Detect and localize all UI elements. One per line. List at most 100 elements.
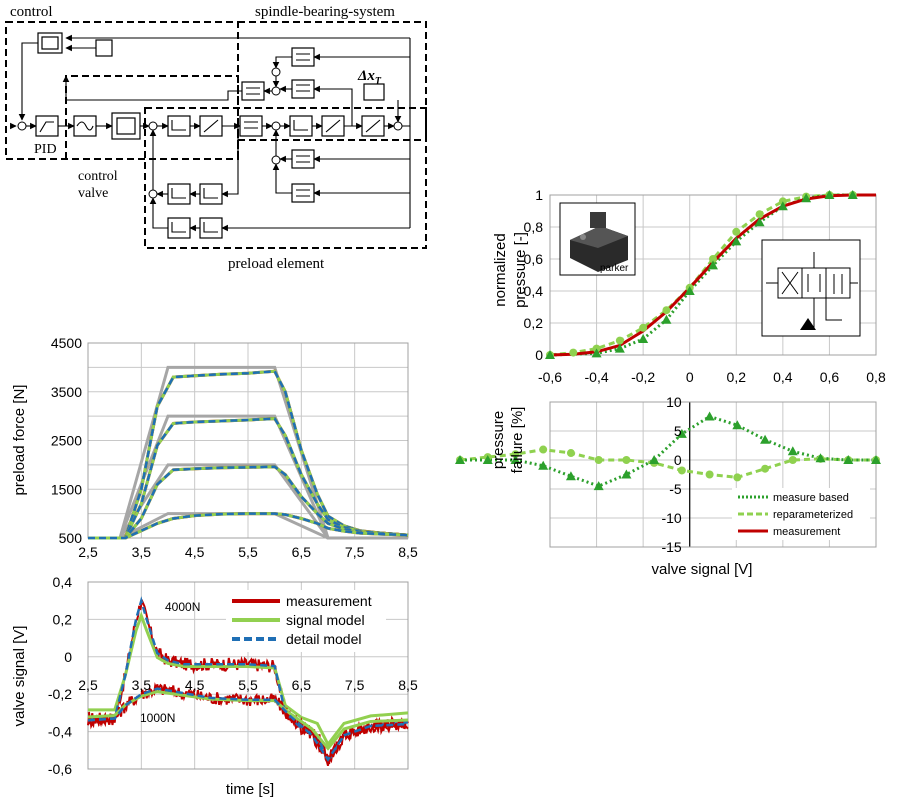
pressure-reparameterized-point bbox=[732, 227, 741, 236]
pressure-measure-based-point bbox=[591, 348, 602, 358]
preload-element-region bbox=[144, 107, 427, 249]
pressure-measure-based-point bbox=[731, 236, 742, 246]
preload-ytick-1: 1500 bbox=[51, 481, 82, 497]
legend-measure-based: measure based bbox=[773, 492, 849, 504]
pressure-reparameterized-point bbox=[662, 306, 671, 315]
pressure-xtick-0: -0,6 bbox=[538, 369, 562, 385]
failure-measure-based-point bbox=[704, 411, 715, 421]
failure-measure-based-point bbox=[843, 455, 854, 464]
annotation-4000n: 4000N bbox=[165, 600, 200, 614]
failure-ytick-0: 10 bbox=[666, 394, 682, 410]
valve-detail-model-1000n bbox=[87, 687, 409, 762]
label-control: control bbox=[10, 4, 53, 20]
failure-reparameterized-point bbox=[788, 456, 797, 464]
failure-measure-based-point bbox=[593, 481, 604, 491]
failure-reparameterized-line bbox=[459, 448, 876, 479]
pressure-xtick-6: 0,6 bbox=[820, 369, 840, 385]
valve-ytick-2: 0 bbox=[64, 649, 72, 665]
failure-measure-based-point bbox=[482, 455, 493, 464]
valve-symbol bbox=[761, 239, 861, 337]
pressure-reparameterized-point bbox=[639, 323, 648, 332]
pressure-ytick-1: 0,2 bbox=[524, 315, 544, 331]
failure-ytick-4: -10 bbox=[661, 510, 681, 526]
failure-measure-based-point bbox=[760, 434, 771, 444]
failure-reparameterized-point bbox=[594, 456, 603, 464]
valve-legend: measurement signal model detail model bbox=[226, 590, 386, 652]
failure-reparameterized-point bbox=[566, 449, 575, 458]
pressure-xtick-2: -0,2 bbox=[631, 369, 655, 385]
control-valve-region bbox=[65, 75, 239, 159]
pressure-ytick-0: 0 bbox=[535, 347, 543, 363]
pressure-ytick-2: 0,4 bbox=[524, 283, 544, 299]
valve-signal-model-4000n bbox=[88, 611, 409, 748]
failure-measure-based-point bbox=[510, 455, 521, 464]
pressure-xtick-3: 0 bbox=[686, 369, 694, 385]
preload-xtick-4: 6,5 bbox=[292, 544, 312, 560]
valve-xtick-3: 5,5 bbox=[238, 677, 258, 693]
failure-ylabel-1: pressure bbox=[490, 411, 507, 469]
pressure-ylabel-1: normalized bbox=[492, 233, 509, 306]
failure-measure-based-point bbox=[676, 428, 687, 438]
preload-detail-model-2 bbox=[88, 465, 409, 540]
preload-xtick-1: 3,5 bbox=[132, 544, 152, 560]
valve-xtick-6: 8,5 bbox=[398, 677, 418, 693]
valve-xtick-2: 4,5 bbox=[185, 677, 205, 693]
sum-control bbox=[17, 121, 27, 131]
failure-measure-based-point bbox=[787, 446, 798, 456]
valve-xtick-4: 6,5 bbox=[292, 677, 312, 693]
failure-legend: measure based reparameterized measuremen… bbox=[732, 488, 870, 540]
block-setpoint bbox=[95, 39, 113, 57]
pressure-reparameterized-point bbox=[615, 336, 624, 345]
valve-xtick-1: 3,5 bbox=[132, 677, 152, 693]
legend-measurement: measurement bbox=[286, 593, 372, 609]
pressure-ytick-5: 1 bbox=[535, 187, 543, 203]
pressure-measure-based-point bbox=[708, 260, 718, 270]
failure-reparameterized-point bbox=[511, 450, 520, 459]
pressure-measure-based-point bbox=[684, 286, 695, 295]
pressure-xtick-4: 0,2 bbox=[727, 369, 747, 385]
preload-detail-model-3 bbox=[88, 512, 409, 540]
annotation-1000n: 1000N bbox=[140, 711, 175, 725]
legend-detail-model: detail model bbox=[286, 631, 362, 647]
valve-ytick-3: -0,2 bbox=[48, 686, 72, 702]
pressure-xtick-1: -0,4 bbox=[585, 369, 609, 385]
preload-force-chart: 500 1500 2500 3500 4500 2,5 3,5 4,5 5,5 6,5 7,5 8,… bbox=[11, 335, 418, 560]
preload-xtick-2: 4,5 bbox=[185, 544, 205, 560]
valve-ylabel: valve signal [V] bbox=[11, 626, 28, 727]
valve-signal-chart: 0,4 0,2 0 -0,2 -0,4 -0,6 2,5 3,5 4,5 5,5 6,5 7,5 8,… bbox=[11, 574, 418, 798]
failure-ytick-2: 0 bbox=[674, 452, 682, 468]
failure-ytick-1: 5 bbox=[674, 423, 682, 439]
preload-xtick-0: 2,5 bbox=[78, 544, 98, 560]
failure-measure-based-point bbox=[732, 420, 743, 430]
pressure-measure-based-point bbox=[824, 190, 835, 199]
pressure-measure-based-point bbox=[614, 343, 625, 353]
failure-measure-based-point bbox=[565, 471, 576, 481]
label-pid: PID bbox=[34, 142, 57, 157]
preload-xtick-6: 8,5 bbox=[398, 544, 418, 560]
parker-valve-photo: parker bbox=[559, 202, 636, 276]
failure-ylabel-2: failure [%] bbox=[509, 407, 526, 474]
failure-measure-based-point bbox=[538, 460, 549, 470]
preload-xtick-5: 7,5 bbox=[345, 544, 365, 560]
pressure-measure-based-point bbox=[777, 201, 788, 211]
valve-detail-model-4000n bbox=[88, 596, 409, 765]
legend-signal-model: signal model bbox=[286, 612, 365, 628]
valve-xtick-0: 2,5 bbox=[78, 677, 98, 693]
label-preload-element: preload element bbox=[228, 256, 325, 272]
pressure-measure-based-point bbox=[847, 190, 858, 199]
preload-ytick-4: 4500 bbox=[51, 335, 82, 351]
parker-label: parker bbox=[600, 263, 629, 274]
pressure-measure-based-point bbox=[801, 193, 812, 203]
failure-reparameterized-point bbox=[539, 445, 548, 454]
failure-measure-based-point bbox=[621, 469, 632, 479]
pressure-measure-based-point bbox=[545, 350, 555, 359]
pressure-xtick-5: 0,4 bbox=[773, 369, 793, 385]
failure-reparameterized-point bbox=[677, 466, 686, 475]
failure-reparameterized-point bbox=[622, 456, 631, 464]
preload-ylabel: preload force [N] bbox=[11, 385, 28, 496]
legend-reparameterized: reparameterized bbox=[773, 509, 853, 521]
valve-ytick-4: -0,4 bbox=[48, 724, 72, 740]
legend-measurement-2: measurement bbox=[773, 526, 840, 538]
block-diagram: control spindle-bearing-system PID contr… bbox=[5, 4, 427, 272]
